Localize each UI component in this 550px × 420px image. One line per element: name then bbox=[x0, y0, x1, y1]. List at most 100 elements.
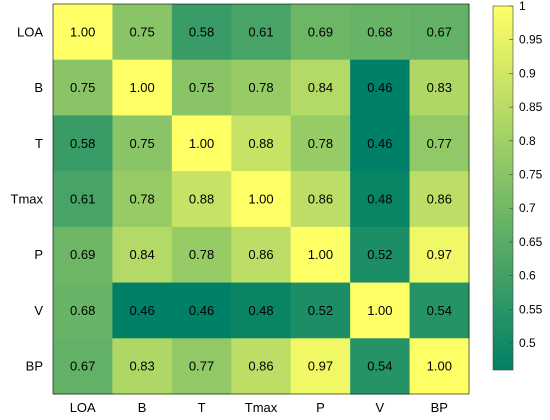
cell-value-label: 1.00 bbox=[189, 136, 214, 151]
heatmap-cell-v-v bbox=[350, 282, 411, 339]
heatmap-cell-loa-tmax bbox=[231, 4, 292, 61]
colorbar-tick-label: 1 bbox=[519, 0, 526, 13]
heatmap-cell-b-b bbox=[112, 59, 173, 116]
heatmap-cell-tmax-v bbox=[350, 171, 411, 228]
cell-value-label: 0.83 bbox=[129, 359, 154, 374]
cell-value-label: 0.46 bbox=[129, 303, 154, 318]
x-tick-label-p: P bbox=[316, 400, 325, 415]
heatmap-cell-tmax-b bbox=[112, 171, 173, 228]
cell-value-label: 0.46 bbox=[189, 303, 214, 318]
heatmap-cell-t-tmax bbox=[231, 115, 292, 172]
cell-value-label: 0.58 bbox=[189, 24, 214, 39]
colorbar-tick-label: 0.95 bbox=[519, 33, 543, 47]
heatmap-cell-labels: 1.00 0.75 0.58 0.61 0.69 0.68 0.67 0.75 1.00 0.75… bbox=[70, 24, 452, 373]
heatmap-cell-b-v bbox=[350, 59, 411, 116]
heatmap-cell-p-bp bbox=[409, 226, 470, 284]
colorbar-tick-label: 0.5 bbox=[519, 336, 536, 350]
colorbar: 0.5 0.55 0.6 0.65 0.7 0.75 0.8 0.85 0.9 0.95 1 bbox=[492, 0, 543, 371]
colorbar-gradient bbox=[492, 5, 514, 371]
colorbar-tick-label: 0.9 bbox=[519, 66, 536, 80]
y-tick-label-b: B bbox=[34, 80, 43, 95]
y-axis-tick-labels: LOA B T Tmax P V BP bbox=[11, 24, 44, 373]
x-tick-label-b: B bbox=[138, 400, 147, 415]
cell-value-label: 0.54 bbox=[367, 359, 392, 374]
cell-value-label: 0.88 bbox=[189, 192, 214, 207]
heatmap-cell-loa-bp bbox=[409, 4, 470, 61]
cell-value-label: 0.46 bbox=[367, 80, 392, 95]
cell-value-label: 0.78 bbox=[129, 192, 154, 207]
heatmap-cell-v-tmax bbox=[231, 282, 292, 339]
cell-value-label: 0.84 bbox=[129, 247, 154, 262]
heatmap-cell-loa-t bbox=[171, 4, 232, 61]
heatmap-cell-bp-loa bbox=[53, 338, 113, 395]
cell-value-label: 0.67 bbox=[427, 24, 452, 39]
heatmap-cell-tmax-t bbox=[171, 171, 232, 228]
heatmap-cell-b-tmax bbox=[231, 59, 292, 116]
heatmap-cell-t-t bbox=[171, 115, 232, 172]
colorbar-tick-label: 0.8 bbox=[519, 134, 536, 148]
heatmap-cell-loa-p bbox=[290, 4, 351, 61]
x-tick-label-tmax: Tmax bbox=[245, 400, 278, 415]
y-tick-label-tmax: Tmax bbox=[11, 192, 44, 207]
cell-value-label: 0.68 bbox=[70, 303, 95, 318]
y-tick-label-t: T bbox=[35, 136, 43, 151]
heatmap-cell-v-t bbox=[171, 282, 232, 339]
cell-value-label: 0.77 bbox=[427, 136, 452, 151]
cell-value-label: 0.83 bbox=[427, 80, 452, 95]
heatmap-cell-p-loa bbox=[53, 226, 113, 284]
heatmap-cell-v-bp bbox=[409, 282, 470, 339]
cell-value-label: 1.00 bbox=[248, 192, 273, 207]
y-tick-label-v: V bbox=[34, 303, 43, 318]
heatmap-cell-t-v bbox=[350, 115, 411, 172]
heatmap-cell-loa-loa bbox=[53, 4, 113, 61]
heatmap-cell-b-loa bbox=[53, 59, 113, 116]
heatmap-cell-p-tmax bbox=[231, 226, 292, 284]
cell-value-label: 0.52 bbox=[367, 247, 392, 262]
x-tick-label-bp: BP bbox=[431, 400, 448, 415]
colorbar-tick-label: 0.75 bbox=[519, 168, 543, 182]
cell-value-label: 0.88 bbox=[248, 136, 273, 151]
cell-value-label: 0.46 bbox=[367, 136, 392, 151]
cell-value-label: 0.67 bbox=[70, 359, 95, 374]
heatmap-cell-v-p bbox=[290, 282, 351, 339]
cell-value-label: 0.97 bbox=[427, 247, 452, 262]
colorbar-tick-label: 0.85 bbox=[519, 100, 543, 114]
heatmap-cell-tmax-loa bbox=[53, 171, 113, 228]
y-tick-label-bp: BP bbox=[26, 359, 43, 374]
heatmap-cell-loa-b bbox=[112, 4, 173, 61]
cell-value-label: 1.00 bbox=[367, 303, 392, 318]
cell-value-label: 0.75 bbox=[129, 136, 154, 151]
x-tick-label-v: V bbox=[376, 400, 385, 415]
heatmap-cell-bp-bp bbox=[409, 338, 470, 395]
heatmap-cell-t-bp bbox=[409, 115, 470, 172]
cell-value-label: 0.84 bbox=[308, 80, 333, 95]
heatmap-cell-tmax-tmax bbox=[231, 171, 292, 228]
cell-value-label: 0.75 bbox=[129, 24, 154, 39]
x-tick-label-t: T bbox=[198, 400, 206, 415]
cell-value-label: 0.75 bbox=[189, 80, 214, 95]
cell-value-label: 1.00 bbox=[308, 247, 333, 262]
heatmap-cell-loa-v bbox=[350, 4, 411, 61]
cell-value-label: 0.78 bbox=[248, 80, 273, 95]
cell-value-label: 0.78 bbox=[189, 247, 214, 262]
plot-frame bbox=[52, 3, 470, 395]
heatmap-cell-b-bp bbox=[409, 59, 470, 116]
cell-value-label: 0.75 bbox=[70, 80, 95, 95]
heatmap-cell-tmax-bp bbox=[409, 171, 470, 228]
heatmap-cell-t-loa bbox=[53, 115, 113, 172]
cell-value-label: 0.78 bbox=[308, 136, 333, 151]
heatmap-cell-b-p bbox=[290, 59, 351, 116]
cell-value-label: 0.58 bbox=[70, 136, 95, 151]
cell-value-label: 0.52 bbox=[308, 303, 333, 318]
cell-value-label: 0.86 bbox=[427, 192, 452, 207]
colorbar-tick-label: 0.7 bbox=[519, 201, 536, 215]
heatmap-cell-t-p bbox=[290, 115, 351, 172]
cell-value-label: 0.97 bbox=[308, 359, 333, 374]
heatmap-cell-bp-t bbox=[171, 338, 232, 395]
heatmap-cell-bp-p bbox=[290, 338, 351, 395]
cell-value-label: 1.00 bbox=[70, 24, 95, 39]
heatmap-cell-p-b bbox=[112, 226, 173, 284]
heatmap-cell-p-p bbox=[290, 226, 351, 284]
cell-value-label: 0.68 bbox=[367, 24, 392, 39]
